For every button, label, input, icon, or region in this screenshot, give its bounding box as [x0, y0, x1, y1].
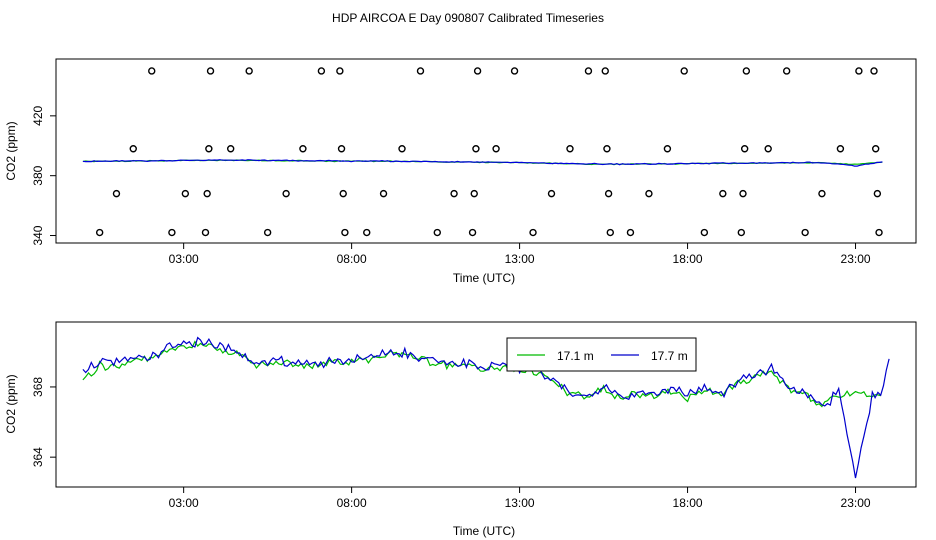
y-axis: 340 380 420 [31, 106, 56, 246]
series-line [82, 340, 881, 408]
calibration-point [379, 189, 388, 198]
calibration-points-layer [95, 67, 883, 237]
calibration-point [855, 67, 863, 75]
calibration-point [566, 145, 574, 153]
y-tick-label: 368 [31, 377, 45, 397]
calibration-point [871, 145, 880, 153]
y-tick-label: 364 [31, 447, 45, 467]
calibration-point [510, 67, 519, 75]
calibration-point [245, 67, 253, 75]
y-axis-label: CO2 (ppm) [4, 374, 18, 433]
x-tick-label: 23:00 [841, 252, 871, 266]
x-tick-label: 18:00 [673, 252, 703, 266]
x-tick-label: 23:00 [841, 496, 871, 510]
calibration-point [584, 67, 593, 75]
calibration-point [492, 145, 500, 153]
calibration-point [719, 189, 727, 198]
x-axis: 03:00 08:00 13:00 18:00 23:00 [169, 243, 871, 266]
series-lines-layer [82, 159, 883, 167]
calibration-point [95, 228, 104, 237]
calibration-point [873, 189, 882, 198]
calibration-point [529, 228, 537, 237]
calibration-point [416, 67, 425, 75]
calibration-point [203, 189, 211, 198]
calibration-point [818, 189, 826, 198]
calibration-point [742, 67, 751, 75]
y-tick-label: 380 [31, 165, 45, 185]
calibration-point [601, 67, 609, 75]
x-tick-label: 03:00 [169, 252, 199, 266]
y-axis: 364 368 [31, 377, 56, 467]
calibration-point [148, 67, 156, 75]
x-tick-label: 18:00 [673, 496, 703, 510]
x-tick-label: 13:00 [505, 496, 535, 510]
calibration-point [317, 67, 326, 75]
calibration-point [782, 67, 791, 75]
calibration-point [606, 228, 614, 237]
calibration-point [226, 145, 235, 153]
calibration-point [801, 228, 809, 237]
x-tick-label: 08:00 [337, 252, 367, 266]
calibration-point [299, 145, 307, 153]
x-axis-label: Time (UTC) [453, 524, 515, 538]
calibration-point [181, 189, 190, 198]
calibration-point [282, 189, 290, 198]
calibration-point [626, 228, 635, 237]
legend-label-17-1m: 17.1 m [557, 349, 594, 363]
calibration-point [398, 145, 406, 153]
calibration-point [206, 67, 215, 75]
calibration-point [201, 228, 210, 237]
calibration-point [433, 228, 441, 237]
calibration-point [603, 145, 611, 153]
series-lines-layer [82, 336, 890, 479]
calibration-point [764, 145, 772, 153]
calibration-point [363, 228, 371, 237]
calibration-point [739, 189, 747, 198]
plot-frame [55, 321, 917, 488]
calibration-point [339, 189, 347, 198]
y-tick-label: 420 [31, 106, 45, 126]
calibration-point [737, 228, 746, 237]
series-line [82, 159, 883, 167]
legend-label-17-7m: 17.7 m [651, 349, 688, 363]
panel-timeseries: 03:00 08:00 13:00 18:00 23:00 364 368 Time (U… [4, 321, 917, 538]
calibration-point [263, 228, 272, 237]
calibration-point [547, 189, 556, 198]
x-axis: 03:00 08:00 13:00 18:00 23:00 [169, 487, 871, 510]
x-tick-label: 08:00 [337, 496, 367, 510]
calibration-point [336, 67, 344, 75]
calibration-point [473, 67, 482, 75]
calibration-point [337, 145, 346, 153]
calibration-point [604, 189, 613, 198]
calibration-point [341, 228, 349, 237]
x-tick-label: 13:00 [505, 252, 535, 266]
calibration-point [740, 145, 749, 153]
calibration-point [470, 189, 478, 198]
x-tick-label: 03:00 [169, 496, 199, 510]
calibration-point [112, 189, 121, 198]
calibration-point [700, 228, 709, 237]
calibration-point [836, 145, 845, 153]
calibration-point [168, 228, 176, 237]
calibration-point [472, 145, 480, 153]
calibration-point [645, 189, 653, 198]
chart-title: HDP AIRCOA E Day 090807 Calibrated Times… [332, 11, 604, 25]
calibration-point [875, 228, 883, 237]
calibration-point [663, 145, 672, 153]
y-tick-label: 340 [31, 225, 45, 245]
calibration-point [870, 67, 878, 75]
calibration-point [468, 228, 477, 237]
plot-frame [55, 58, 917, 244]
series-line [82, 336, 890, 479]
panel-calibration: 03:00 08:00 13:00 18:00 23:00 340 380 420 Time… [4, 58, 917, 285]
legend: 17.1 m 17.7 m [506, 337, 697, 372]
calibration-point [129, 145, 137, 153]
x-axis-label: Time (UTC) [453, 271, 515, 285]
calibration-point [450, 189, 458, 198]
calibration-point [680, 67, 688, 75]
calibration-point [205, 145, 213, 153]
y-axis-label: CO2 (ppm) [4, 121, 18, 180]
